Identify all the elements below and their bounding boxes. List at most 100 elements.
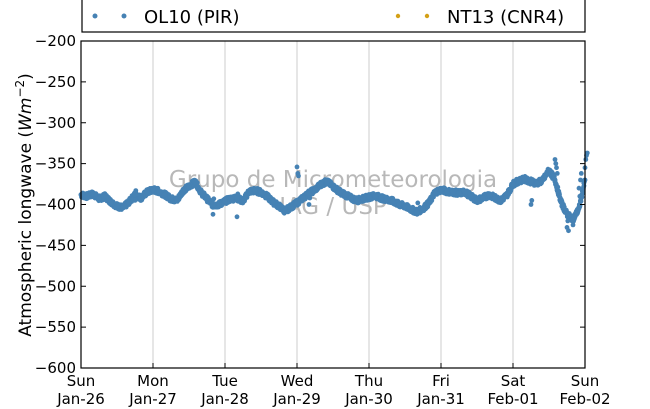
y-axis-unit-open: ( <box>16 131 36 138</box>
y-axis-unit-close: ) <box>16 73 36 80</box>
data-point <box>580 190 586 196</box>
data-point <box>276 203 282 209</box>
x-tick-date: Feb-01 <box>487 390 538 408</box>
y-axis-unit-exponent: −2 <box>13 80 27 98</box>
y-axis-unit-base: Wm <box>16 98 36 131</box>
data-point <box>198 189 204 195</box>
data-point <box>312 187 318 193</box>
data-point <box>571 214 577 220</box>
data-point <box>492 195 498 201</box>
data-point <box>456 190 462 196</box>
data-point <box>578 177 583 183</box>
x-tick-date: Jan-28 <box>200 390 249 408</box>
data-point <box>516 178 522 184</box>
x-tick-date: Jan-26 <box>56 390 105 408</box>
data-point <box>228 196 234 202</box>
data-point <box>126 199 132 205</box>
data-point <box>510 181 516 187</box>
data-point <box>300 195 306 201</box>
legend-marker-series-2 <box>424 13 430 19</box>
data-point <box>211 196 217 202</box>
data-point <box>529 198 535 203</box>
x-tick-day: Mon <box>137 372 169 390</box>
data-point <box>462 189 468 195</box>
data-point <box>583 157 589 162</box>
data-point <box>222 198 228 204</box>
x-tick-day: Sat <box>501 372 526 390</box>
x-tick-day: Tue <box>211 372 238 390</box>
data-point <box>252 188 258 194</box>
data-point <box>578 171 584 176</box>
data-point <box>216 202 222 207</box>
data-point <box>234 214 240 220</box>
data-point <box>330 184 336 189</box>
y-tick-label: −350 <box>35 155 76 173</box>
data-point <box>576 185 582 191</box>
y-tick-label: −450 <box>35 236 76 254</box>
data-point <box>360 196 366 202</box>
data-point <box>270 199 276 205</box>
data-point <box>522 176 528 182</box>
data-point <box>504 192 510 198</box>
data-point <box>432 189 438 195</box>
series-points <box>78 150 590 234</box>
data-point <box>132 198 138 203</box>
data-point <box>438 187 444 193</box>
data-point <box>577 193 583 199</box>
data-point <box>415 200 421 206</box>
data-point <box>414 211 420 217</box>
data-point <box>426 200 432 206</box>
data-point <box>90 191 96 197</box>
x-tick-day: Wed <box>281 372 314 390</box>
legend-label-series-2: NT13 (CNR4) <box>447 7 564 28</box>
data-point <box>258 189 264 195</box>
data-point <box>324 179 330 185</box>
data-point <box>468 193 474 199</box>
x-tick-date: Jan-29 <box>272 390 321 408</box>
x-tick-day: Sun <box>571 372 600 390</box>
data-point <box>150 187 156 193</box>
legend-box <box>81 0 586 33</box>
data-point <box>186 184 192 189</box>
data-point <box>318 181 324 187</box>
data-point <box>555 184 561 190</box>
data-point <box>546 167 552 173</box>
data-point <box>474 198 480 203</box>
data-point <box>528 179 534 185</box>
y-tick-label: −400 <box>35 196 76 214</box>
data-point <box>192 179 198 185</box>
data-point <box>390 198 396 204</box>
data-point <box>552 157 558 162</box>
data-point <box>296 173 301 179</box>
data-point <box>584 150 590 156</box>
data-point <box>174 198 180 203</box>
data-point <box>108 199 114 205</box>
data-point <box>366 194 372 200</box>
x-axis-ticks: SunJan-26MonJan-27TueJan-28WedJan-29ThuJ… <box>56 363 611 408</box>
data-point <box>96 196 102 202</box>
data-point <box>204 196 210 202</box>
data-point <box>378 195 384 201</box>
data-point <box>294 200 300 206</box>
y-axis-label-text: Atmospheric longwave <box>16 143 36 337</box>
data-point <box>528 202 534 207</box>
y-tick-label: −200 <box>35 32 76 50</box>
data-point <box>553 161 559 167</box>
data-point <box>210 202 216 208</box>
x-tick-day: Sun <box>67 372 96 390</box>
data-point <box>450 189 456 195</box>
data-point <box>294 164 300 170</box>
x-tick-date: Jan-31 <box>416 390 465 408</box>
data-point <box>554 171 560 176</box>
data-point <box>246 189 252 194</box>
legend-marker-series-1 <box>121 13 127 19</box>
x-tick-date: Feb-02 <box>559 390 610 408</box>
data-point <box>162 192 168 198</box>
data-point <box>234 195 240 201</box>
data-point <box>156 189 162 194</box>
data-point <box>408 207 414 212</box>
data-point <box>336 189 342 194</box>
data-point <box>180 188 186 194</box>
data-point <box>288 204 294 210</box>
legend: OL10 (PIR) NT13 (CNR4) <box>81 0 586 33</box>
